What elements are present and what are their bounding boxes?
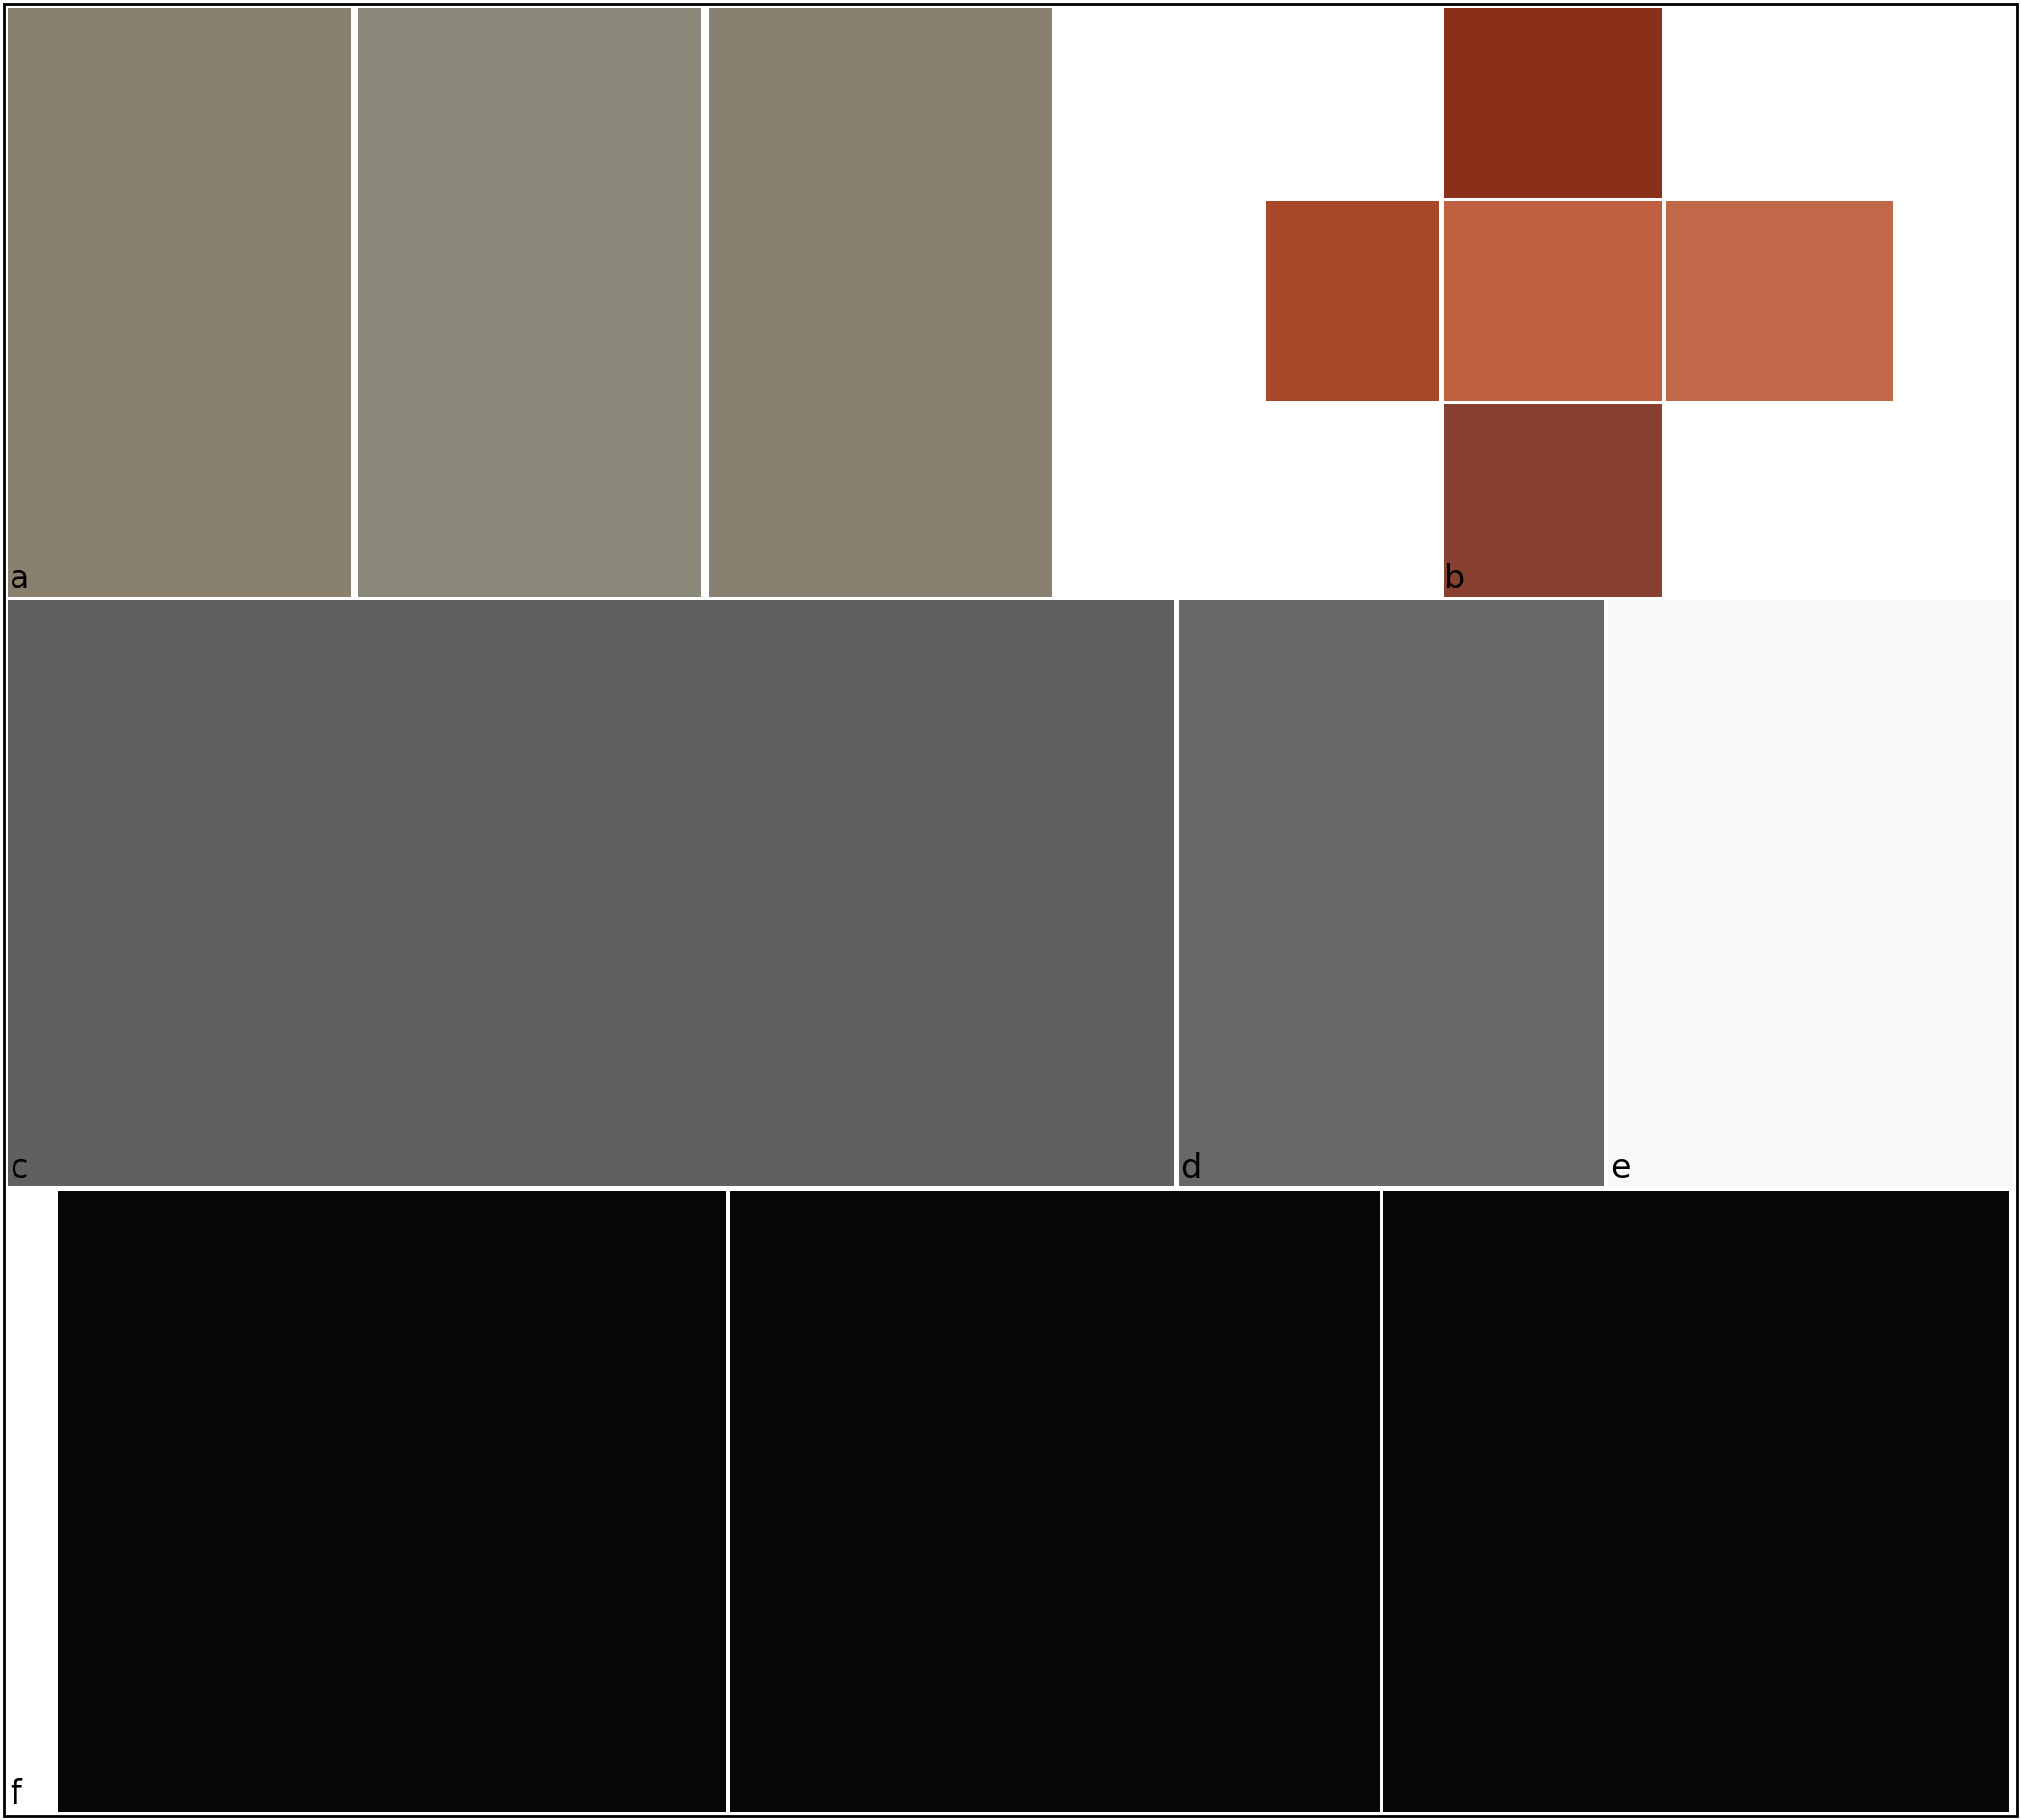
Text: f: f	[10, 1778, 20, 1811]
Bar	[709, 7, 1053, 597]
Bar	[1667, 200, 1894, 400]
Bar	[1178, 601, 1603, 1187]
Bar	[1445, 404, 1661, 597]
Bar	[358, 7, 701, 597]
Bar	[1609, 601, 2013, 1187]
Bar	[1445, 7, 1661, 198]
Bar	[730, 1190, 1380, 1813]
Bar	[8, 7, 352, 597]
Bar	[8, 601, 1174, 1187]
Text: e: e	[1611, 1152, 1631, 1185]
Text: c: c	[10, 1152, 28, 1185]
Text: b: b	[1445, 562, 1465, 595]
Text: a: a	[10, 562, 30, 595]
Bar	[59, 1190, 726, 1813]
Bar	[1265, 200, 1439, 400]
Bar	[1384, 1190, 2009, 1813]
Text: d: d	[1180, 1152, 1200, 1185]
Bar	[1445, 200, 1661, 400]
